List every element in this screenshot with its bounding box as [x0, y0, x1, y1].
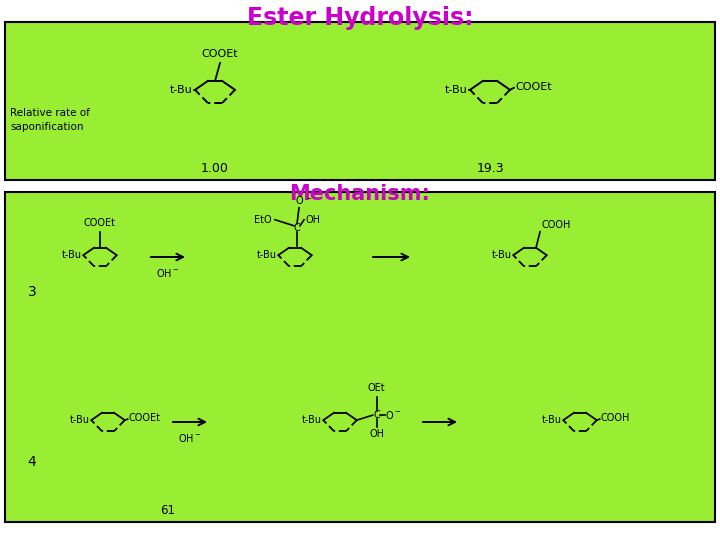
Text: 19.3: 19.3: [476, 161, 504, 174]
Text: t-Bu: t-Bu: [256, 250, 276, 260]
Bar: [5, 192, 715, 522]
Text: 1.00: 1.00: [201, 161, 229, 174]
Text: $^-$: $^-$: [305, 195, 312, 204]
Text: t-Bu: t-Bu: [169, 85, 192, 95]
Text: EtO: EtO: [254, 215, 272, 225]
Text: OH: OH: [305, 215, 320, 225]
Text: COOH: COOH: [541, 220, 570, 229]
Text: t-Bu: t-Bu: [444, 85, 467, 95]
Text: O$^-$: O$^-$: [384, 409, 401, 421]
Text: 3: 3: [27, 285, 37, 299]
Text: COOEt: COOEt: [202, 49, 238, 59]
Text: C: C: [374, 410, 380, 420]
Text: OH$^-$: OH$^-$: [156, 267, 180, 279]
Text: COOEt: COOEt: [515, 82, 552, 92]
Text: Ester Hydrolysis:: Ester Hydrolysis:: [247, 6, 473, 30]
Text: OEt: OEt: [368, 383, 385, 393]
Text: OH$^-$: OH$^-$: [179, 432, 202, 444]
Text: OH: OH: [369, 429, 384, 439]
Text: COOH: COOH: [600, 413, 630, 423]
Text: COOEt: COOEt: [129, 413, 161, 423]
Text: Relative rate of
saponification: Relative rate of saponification: [10, 108, 90, 132]
Bar: [5, 22, 715, 180]
Text: t-Bu: t-Bu: [61, 250, 81, 260]
Text: Mechanism:: Mechanism:: [289, 184, 431, 204]
Text: COOEt: COOEt: [84, 218, 116, 228]
Text: C: C: [294, 223, 300, 233]
Text: 4: 4: [27, 455, 37, 469]
Text: t-Bu: t-Bu: [301, 415, 321, 425]
Text: O: O: [295, 196, 303, 206]
Text: t-Bu: t-Bu: [491, 250, 511, 260]
Text: 61: 61: [161, 503, 176, 516]
Text: t-Bu: t-Bu: [69, 415, 89, 425]
Text: t-Bu: t-Bu: [541, 415, 562, 425]
